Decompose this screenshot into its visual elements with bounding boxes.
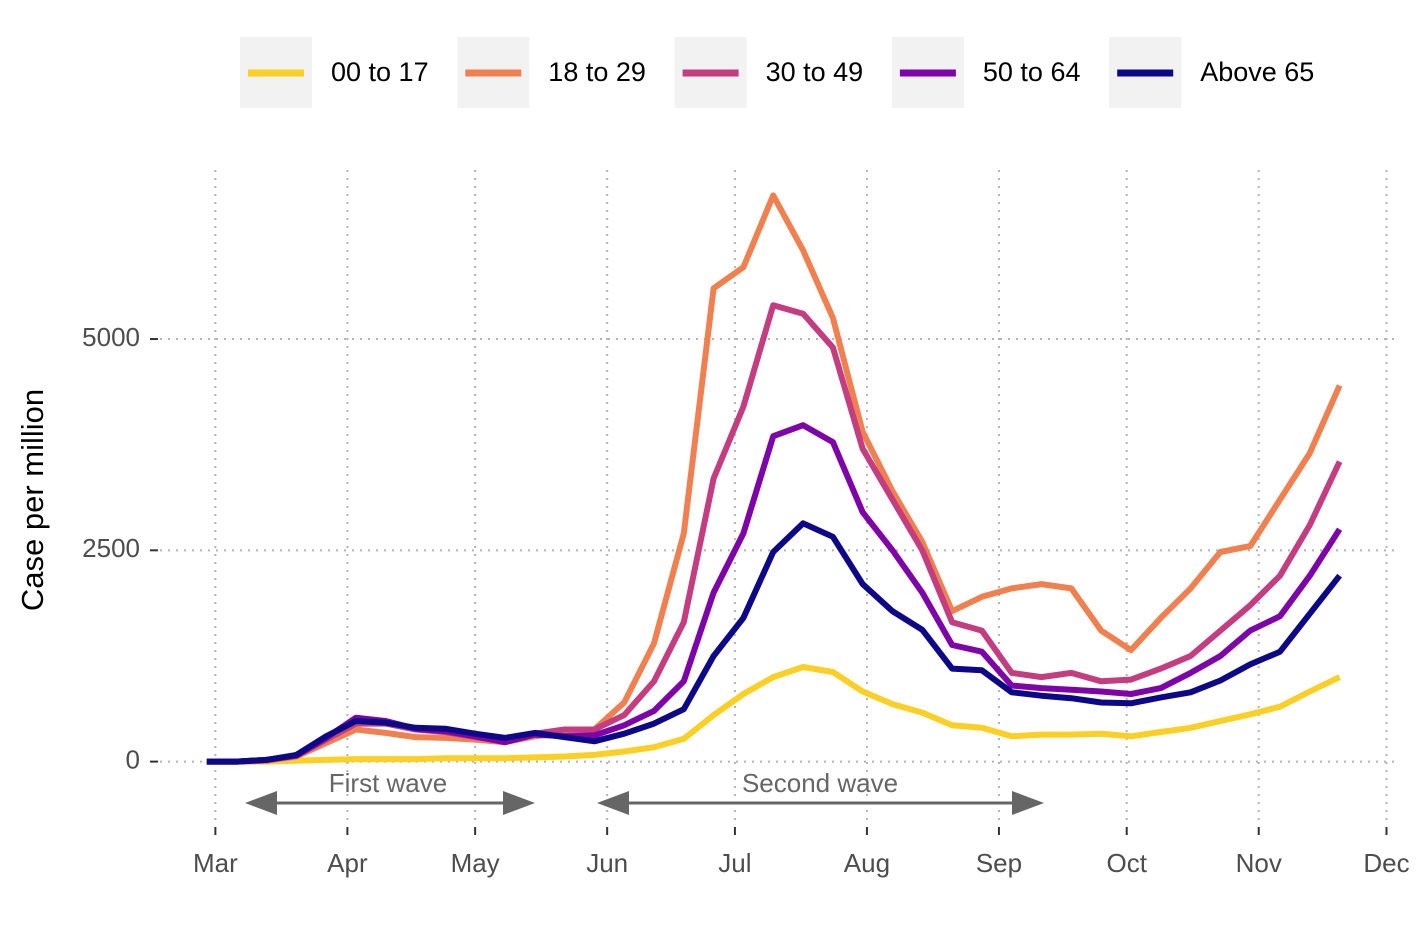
legend-label: Above 65 [1200,57,1314,87]
x-tick-label: May [451,848,500,878]
arrow-head [503,791,535,815]
legend-label: 18 to 29 [548,57,646,87]
x-tick-label: Mar [193,848,238,878]
series-line [206,664,1341,765]
x-tick-label: Oct [1106,848,1147,878]
y-tick-label: 5000 [82,322,140,352]
legend-label: 50 to 64 [983,57,1081,87]
annotation: Second wave [742,768,898,798]
x-tick-label: Apr [327,848,368,878]
y-axis-label: Case per million [15,389,50,611]
series-line [206,192,1343,765]
x-tick-label: Aug [844,848,890,878]
x-tick-label: Dec [1363,848,1409,878]
series-line [206,520,1342,765]
series-line [206,422,1343,765]
arrow-head [597,791,629,815]
y-tick-label: 2500 [82,533,140,563]
annotation: First wave [329,768,447,798]
x-tick-label: Jun [586,848,628,878]
x-tick-label: Sep [976,848,1022,878]
y-tick-label: 0 [126,744,140,774]
arrow-head [245,791,277,815]
legend-label: 00 to 17 [331,57,429,87]
arrow-head [1012,791,1044,815]
x-tick-label: Nov [1236,848,1282,878]
x-tick-label: Jul [718,848,751,878]
legend-label: 30 to 49 [766,57,864,87]
